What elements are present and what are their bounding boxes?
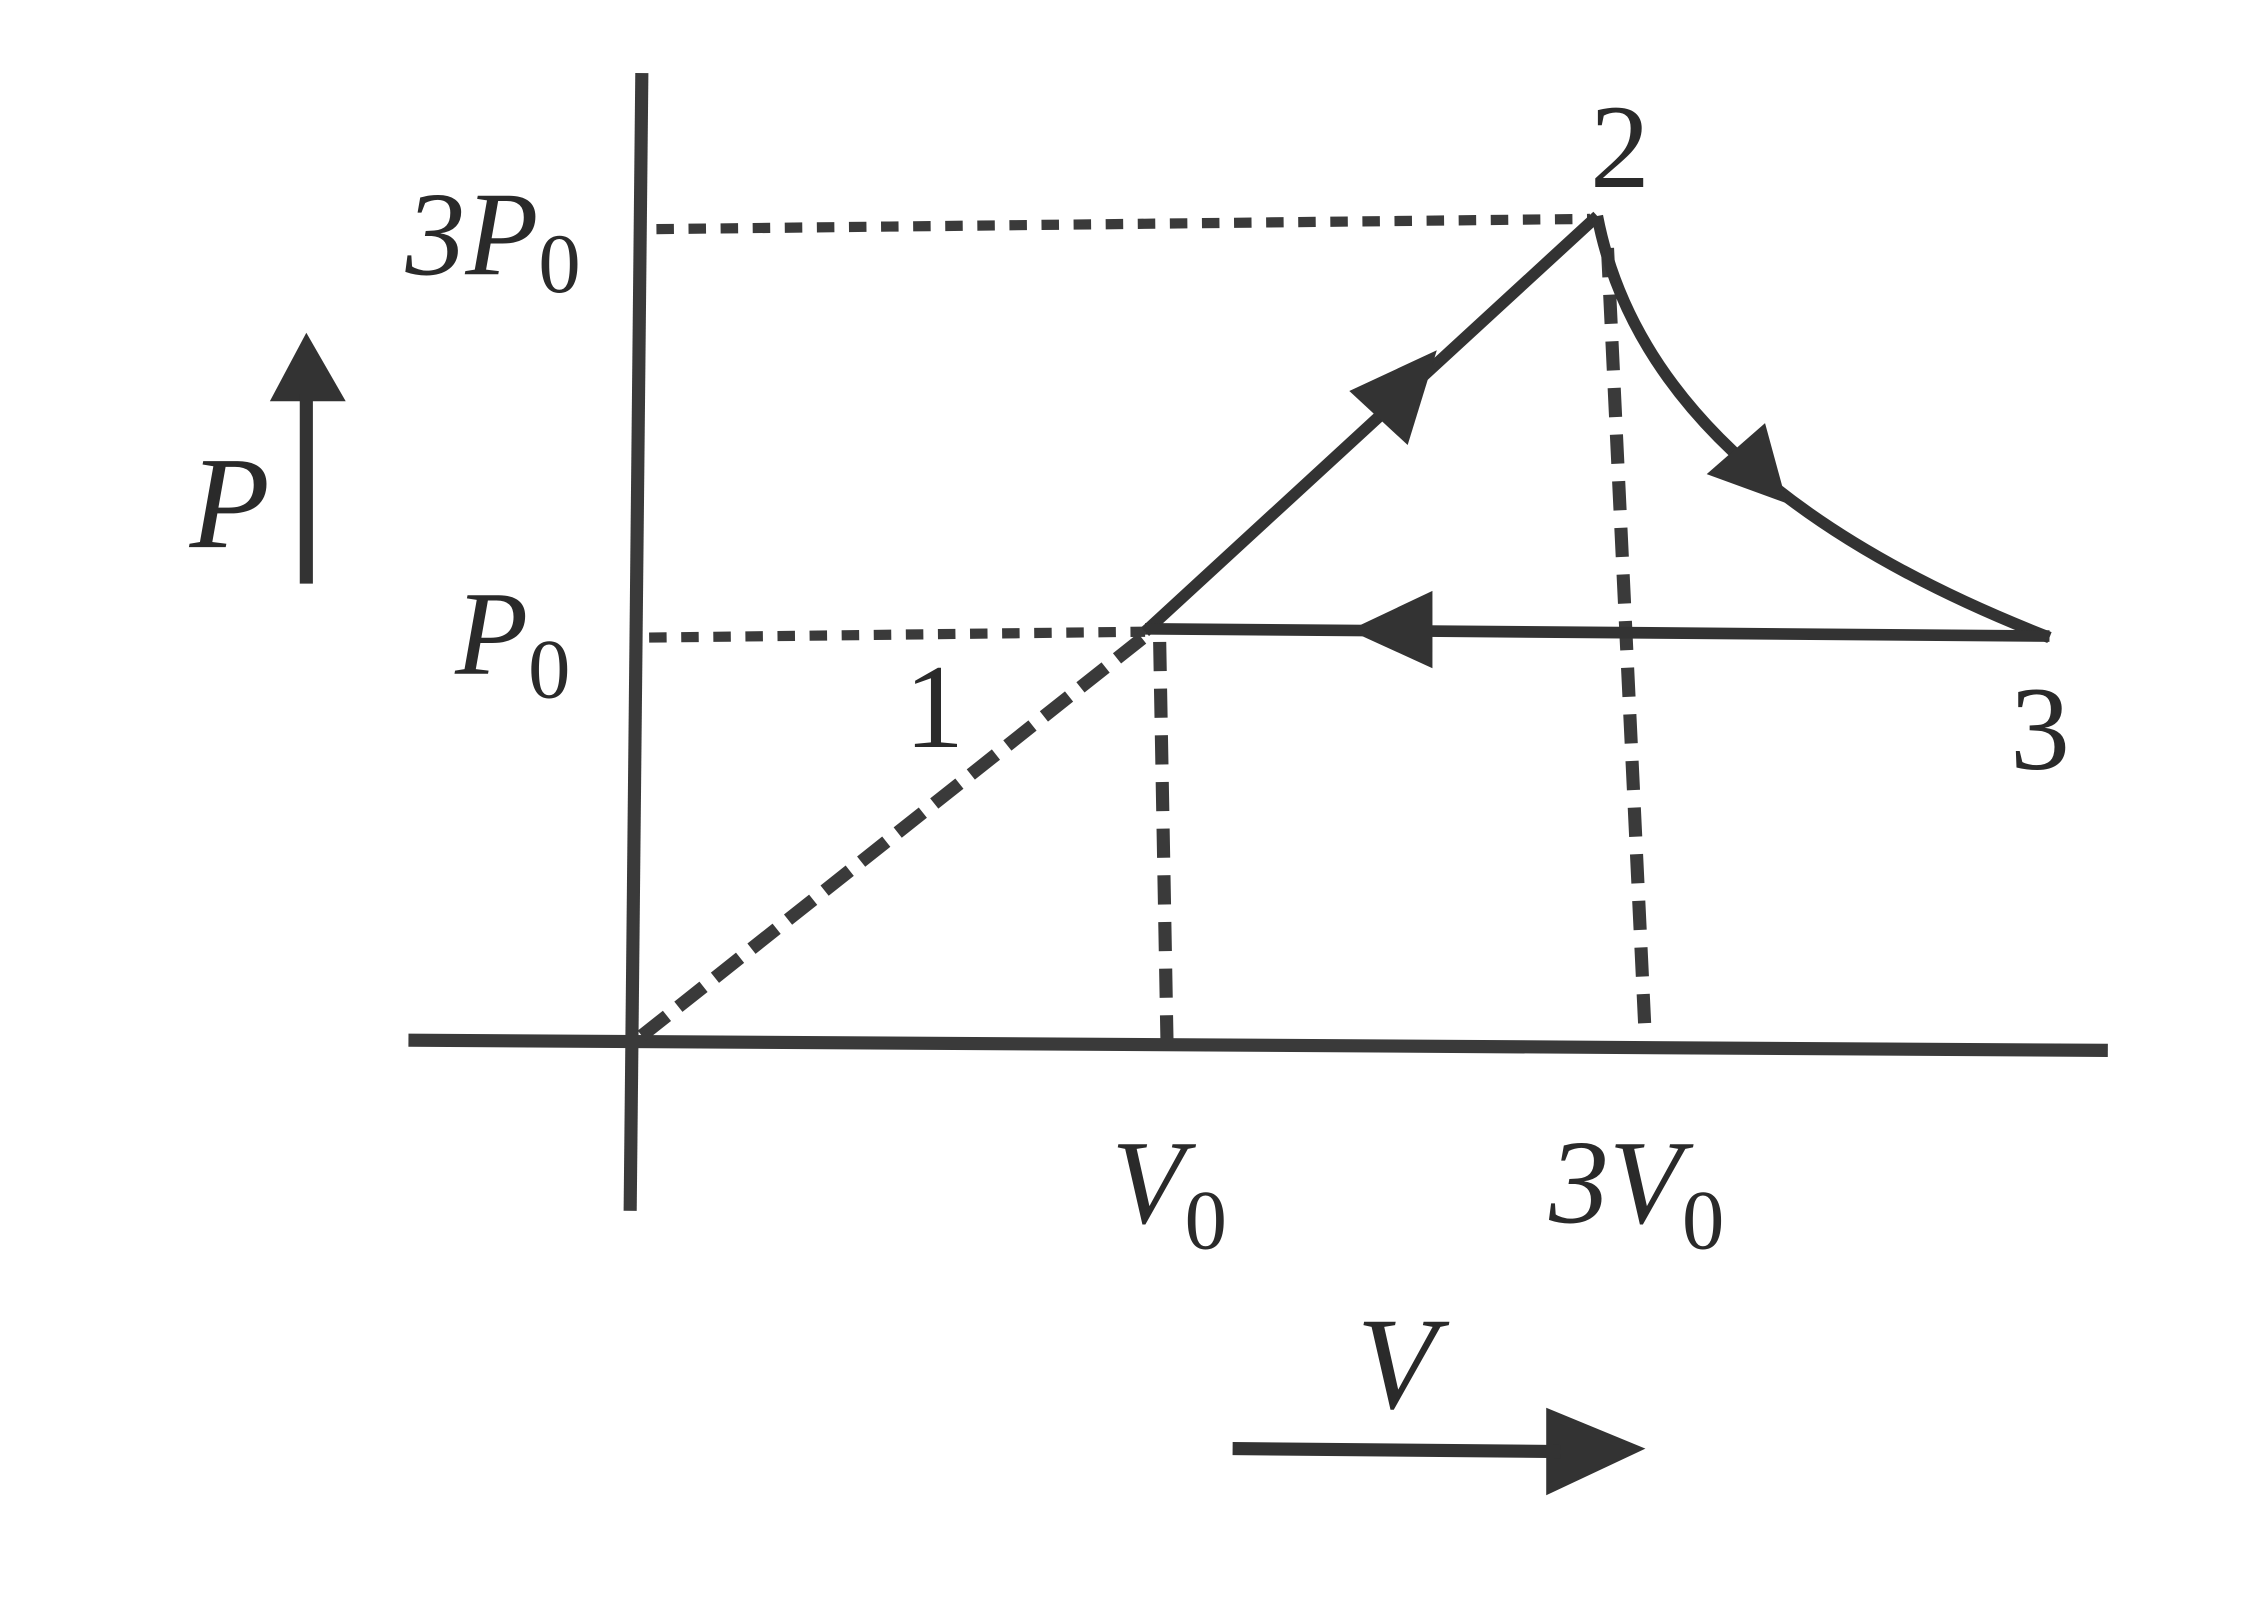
- guide-lines: [637, 213, 1652, 1041]
- label-3v0-sub: 0: [1682, 1175, 1724, 1268]
- label-3p0: 3P0: [405, 167, 581, 311]
- point-label: 1: [904, 640, 964, 773]
- label-3v0: 3V0: [1548, 1116, 1724, 1268]
- label-p0-sub: 0: [528, 623, 570, 716]
- label-3p0-main: 3P: [405, 167, 539, 300]
- point-label: 2: [1590, 80, 1650, 213]
- guide-v0: [1153, 641, 1174, 1041]
- guide-p0: [649, 626, 1146, 643]
- point-label: 3: [2010, 662, 2070, 795]
- y-axis-label: P: [189, 431, 270, 576]
- process-2-3: [1591, 214, 2052, 643]
- cycle: [1141, 211, 2052, 643]
- axis-arrows: [299, 393, 1561, 1459]
- label-p0-main: P: [454, 567, 528, 700]
- label-v0-main: V: [1112, 1116, 1197, 1249]
- arrowheads: [269, 332, 1787, 1496]
- guide-diagonal: [637, 630, 1150, 1041]
- label-3p0-sub: 0: [538, 218, 580, 311]
- y-axis: [623, 72, 649, 1211]
- arrow-2-3: [1706, 423, 1787, 504]
- guide-3p0: [656, 213, 1591, 235]
- process-3-1: [1145, 622, 2050, 642]
- arrow-v-shaft: [1232, 1442, 1561, 1459]
- process-1-2: [1141, 211, 1602, 637]
- label-v0-sub: 0: [1185, 1175, 1227, 1268]
- label-p0: P0: [454, 567, 570, 716]
- label-v0: V0: [1112, 1116, 1227, 1268]
- axes: [408, 72, 2108, 1211]
- arrow-v: [1546, 1407, 1646, 1496]
- label-3v0-main: 3V: [1548, 1116, 1694, 1249]
- arrow-1-2: [1349, 350, 1437, 446]
- arrow-3-1: [1349, 590, 1433, 669]
- guide-3v0: [1600, 247, 1652, 1041]
- arrow-p: [269, 332, 346, 402]
- x-axis-label: V: [1357, 1292, 1450, 1437]
- x-axis: [408, 1033, 2108, 1057]
